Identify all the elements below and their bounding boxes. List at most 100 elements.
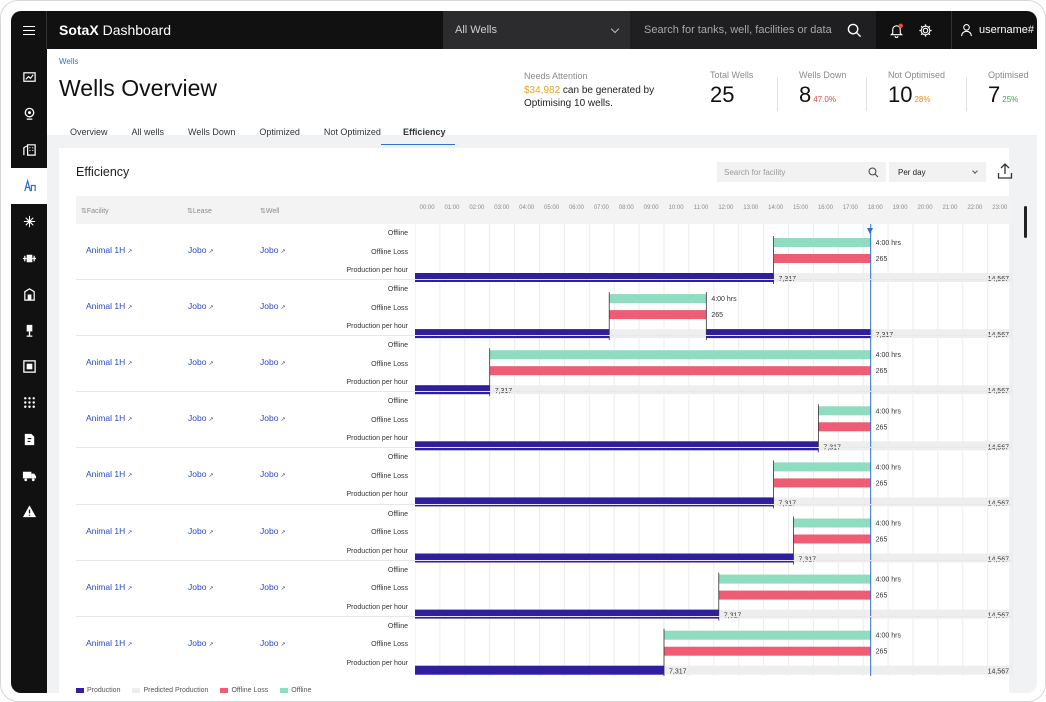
offline-bar[interactable] (664, 630, 871, 640)
tab-wells-down[interactable]: Wells Down (188, 127, 236, 137)
lease-link[interactable]: Jobo ↗ (188, 357, 213, 367)
tab-optimized[interactable]: Optimized (259, 127, 300, 137)
hour-tick-label: 23:00 (992, 205, 1008, 211)
offline-loss-bar[interactable] (489, 366, 871, 376)
sidebar-item-alert[interactable] (11, 493, 47, 529)
settings-gear-icon[interactable] (918, 23, 933, 38)
offline-duration-label: 4:00 hrs (876, 633, 902, 640)
offline-loss-bar[interactable] (609, 310, 707, 320)
production-bar[interactable] (706, 329, 871, 339)
facility-link[interactable]: Animal 1H ↗ (86, 301, 132, 311)
sidebar-item-pump[interactable] (11, 312, 47, 348)
scrollbar[interactable] (1024, 206, 1027, 238)
well-link[interactable]: Jobo ↗ (260, 245, 285, 255)
kpi-not-optimised[interactable]: Not Optimised 10 28% (888, 70, 945, 110)
lease-link[interactable]: Jobo ↗ (188, 413, 213, 423)
column-header-well[interactable]: ⇅Well (260, 207, 279, 215)
production-bar[interactable] (415, 665, 664, 675)
production-bar[interactable] (415, 329, 610, 339)
kpi-wells-down[interactable]: Wells Down 8 47.0% (799, 70, 846, 110)
column-header-facility[interactable]: ⇅Facility (81, 207, 109, 215)
facility-link[interactable]: Animal 1H ↗ (86, 526, 132, 536)
kpi-value: 8 47.0% (799, 82, 846, 113)
kpi-optimised[interactable]: Optimised 7 25% (988, 70, 1029, 110)
facility-link[interactable]: Animal 1H ↗ (86, 413, 132, 423)
external-link-icon: ↗ (280, 585, 286, 592)
offline-loss-bar[interactable] (773, 478, 871, 488)
kpi-number: 7 (988, 82, 1001, 107)
period-select[interactable]: Per day (889, 162, 986, 182)
wells-select[interactable]: All Wells (443, 11, 630, 49)
lease-link[interactable]: Jobo ↗ (188, 469, 213, 479)
production-bar[interactable] (415, 609, 719, 619)
production-bar[interactable] (415, 385, 490, 395)
lease-link[interactable]: Jobo ↗ (188, 582, 213, 592)
row-divider (76, 503, 1012, 505)
facility-link[interactable]: Animal 1H ↗ (86, 357, 132, 367)
well-link[interactable]: Jobo ↗ (260, 357, 285, 367)
search-icon[interactable] (868, 167, 879, 178)
sidebar-item-truck[interactable] (11, 457, 47, 493)
search-icon[interactable] (847, 23, 862, 38)
sidebar-item-document[interactable] (11, 421, 47, 457)
username: username# (979, 24, 1035, 36)
well-link[interactable]: Jobo ↗ (260, 582, 285, 592)
lease-link[interactable]: Jobo ↗ (188, 526, 213, 536)
offline-bar[interactable] (773, 462, 871, 472)
menu-icon[interactable] (11, 11, 47, 49)
notification-bell-icon[interactable] (889, 23, 904, 38)
sidebar-item-storage[interactable] (11, 276, 47, 312)
lease-name: Jobo (188, 525, 207, 536)
tab-overview[interactable]: Overview (70, 127, 108, 137)
sidebar-item-facility[interactable] (11, 131, 47, 167)
sidebar-item-network[interactable] (11, 204, 47, 240)
sidebar-item-pipeline[interactable] (11, 240, 47, 276)
offline-loss-bar[interactable] (664, 646, 871, 656)
tab-efficiency[interactable]: Efficiency (380, 127, 456, 145)
kpi-percent: 28% (914, 95, 931, 104)
well-link[interactable]: Jobo ↗ (260, 469, 285, 479)
global-search-input[interactable]: Search for tanks, well, facilities or da… (630, 11, 876, 49)
facility-link[interactable]: Animal 1H ↗ (86, 245, 132, 255)
offline-bar[interactable] (609, 294, 707, 304)
sidebar-item-location[interactable] (11, 95, 47, 131)
offline-bar[interactable] (489, 350, 871, 360)
sidebar-item-wells[interactable] (11, 167, 47, 204)
well-link[interactable]: Jobo ↗ (260, 301, 285, 311)
offline-bar[interactable] (718, 574, 871, 584)
offline-loss-bar[interactable] (793, 534, 871, 544)
metric-label: Offline Loss (371, 416, 408, 424)
well-link[interactable]: Jobo ↗ (260, 526, 285, 536)
lease-link[interactable]: Jobo ↗ (188, 638, 213, 648)
tab-all-wells[interactable]: All wells (131, 127, 165, 137)
facility-search-input[interactable]: Search for facility (717, 162, 886, 182)
export-icon[interactable] (997, 162, 1013, 180)
sidebar-item-chip[interactable] (11, 349, 47, 385)
facility-link[interactable]: Animal 1H ↗ (86, 469, 132, 479)
offline-loss-bar[interactable] (818, 422, 871, 432)
lease-link[interactable]: Jobo ↗ (188, 245, 213, 255)
facility-link[interactable]: Animal 1H ↗ (86, 582, 132, 592)
breadcrumb[interactable]: Wells (59, 57, 79, 66)
sidebar-item-dashboard[interactable] (11, 59, 47, 95)
offline-bar[interactable] (773, 238, 871, 247)
well-link[interactable]: Jobo ↗ (260, 413, 285, 423)
production-bar[interactable] (415, 441, 819, 451)
offline-bar[interactable] (793, 518, 871, 528)
tab-not-optimized[interactable]: Not Optimized (323, 127, 381, 137)
kpi-total-wells[interactable]: Total Wells 25 (710, 70, 753, 110)
offline-loss-bar[interactable] (718, 590, 871, 600)
row-divider (76, 279, 1012, 281)
facility-link[interactable]: Animal 1H ↗ (86, 638, 132, 648)
well-link[interactable]: Jobo ↗ (260, 638, 285, 648)
external-link-icon: ↗ (208, 529, 214, 536)
offline-loss-bar[interactable] (773, 254, 871, 263)
production-bar[interactable] (415, 553, 794, 563)
sidebar-item-grid[interactable] (11, 385, 47, 421)
column-header-lease[interactable]: ⇅Lease (187, 207, 212, 215)
production-bar[interactable] (415, 497, 774, 507)
user-menu[interactable]: username# (951, 11, 1037, 49)
production-bar[interactable] (415, 273, 774, 282)
offline-bar[interactable] (818, 406, 871, 416)
lease-link[interactable]: Jobo ↗ (188, 301, 213, 311)
